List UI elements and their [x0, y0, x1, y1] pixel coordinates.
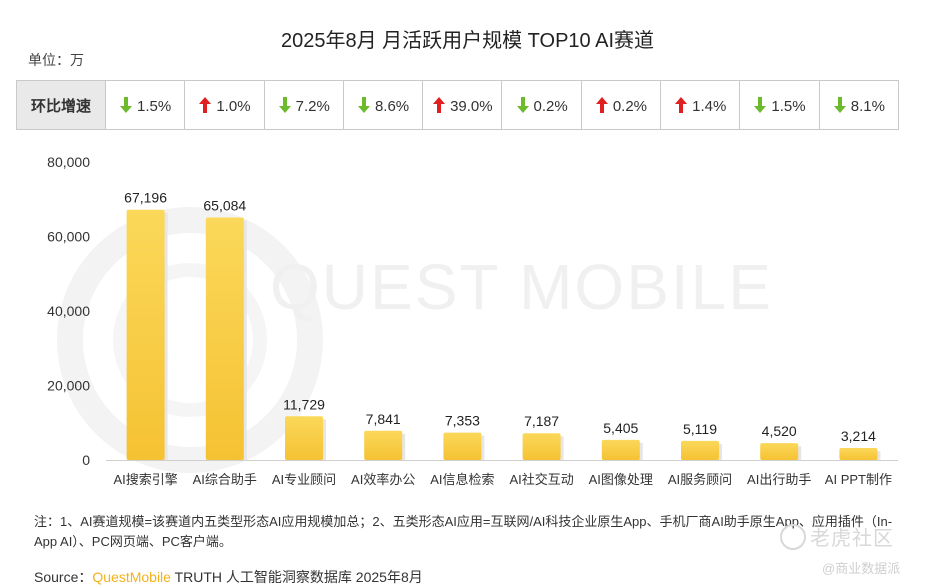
unit-label: 单位：万	[28, 52, 84, 68]
chart-title: 2025年8月 月活跃用户规模 TOP10 AI赛道	[280, 30, 655, 52]
footnote: 注：1、AI赛道规模=该赛道内五类型形态AI应用规模加总；2、五类形态AI应用=…	[34, 514, 893, 549]
growth-rate-cell: 1.4%	[660, 80, 741, 130]
source-prefix: Source：	[34, 569, 93, 585]
y-tick-label: 60,000	[47, 229, 90, 245]
bar	[443, 432, 482, 460]
growth-rate-value: 1.5%	[137, 97, 172, 115]
growth-rate-cell: 1.5%	[104, 80, 186, 130]
bar-value-label: 7,841	[366, 411, 401, 427]
growth-rate-cell: 1.5%	[739, 80, 820, 130]
community-logo-icon	[780, 524, 806, 550]
x-tick-label: AI信息检索	[430, 472, 494, 487]
growth-rate-cell: 0.2%	[580, 80, 662, 130]
x-tick-label: AI PPT制作	[825, 472, 892, 487]
y-axis: 0 20,000 40,000 60,000 80,000	[47, 154, 898, 468]
x-tick-label: AI专业顾问	[272, 472, 336, 487]
bar-value-label: 5,405	[603, 420, 638, 436]
growth-rate-value: 0.2%	[612, 97, 648, 115]
growth-rate-cell: 8.1%	[818, 80, 900, 130]
arrow-up-icon	[674, 96, 688, 114]
growth-rate-table: 环比增速 1.5% 1.0% 7.2% 8.6% 39.0% 0.2% 0.2% 1.4% 1.…	[16, 80, 900, 130]
bar-value-label: 4,520	[762, 423, 797, 439]
community-logo-text: 老虎社区	[810, 528, 894, 550]
x-axis-labels: AI搜索引擎 AI综合助手 AI专业顾问 AI效率办公 AI信息检索 AI社交互动 AI图像…	[113, 472, 892, 487]
growth-rate-cell: 1.0%	[184, 80, 265, 130]
arrow-down-icon	[753, 96, 767, 114]
bar	[205, 217, 244, 460]
arrow-up-icon	[198, 96, 212, 114]
bar-value-label: 11,729	[283, 396, 325, 412]
arrow-down-icon	[278, 96, 292, 114]
arrow-down-icon	[833, 96, 847, 114]
y-tick-label: 40,000	[47, 303, 90, 319]
bar	[126, 209, 165, 460]
source-line: Source：QuestMobile TRUTH 人工智能洞察数据库 2025年…	[34, 567, 423, 587]
x-tick-label: AI出行助手	[747, 472, 811, 487]
bar-value-label: 7,187	[524, 413, 559, 429]
arrow-down-icon	[357, 96, 371, 114]
bars-group	[126, 209, 881, 460]
growth-rate-value: 0.2%	[533, 97, 568, 115]
bar-value-label: 5,119	[683, 421, 717, 437]
bar-chart: 0 20,000 40,000 60,000 80,000 67,196 65,084 11…	[47, 154, 898, 487]
arrow-down-icon	[516, 96, 530, 114]
bar	[601, 439, 640, 460]
source-brand: QuestMobile	[92, 569, 171, 585]
growth-rate-value: 7.2%	[295, 97, 330, 115]
value-labels-group: 67,196 65,084 11,729 7,841 7,353 7,187 5,405 5,…	[124, 190, 876, 444]
growth-rate-value: 1.4%	[692, 97, 727, 115]
growth-rate-value: 1.5%	[771, 97, 806, 115]
growth-rate-header: 环比增速	[16, 80, 106, 130]
arrow-down-icon	[119, 96, 133, 114]
source-rest: TRUTH 人工智能洞察数据库 2025年8月	[170, 569, 423, 585]
growth-rate-value: 1.0%	[216, 97, 251, 115]
x-tick-label: AI社交互动	[509, 472, 573, 487]
bar	[364, 430, 403, 460]
growth-rate-value: 8.6%	[374, 97, 410, 115]
y-tick-label: 0	[82, 452, 90, 468]
bar	[760, 443, 799, 460]
growth-rate-value: 8.1%	[850, 97, 885, 115]
y-tick-label: 20,000	[47, 378, 90, 394]
arrow-up-icon	[432, 96, 446, 114]
bar	[681, 440, 719, 460]
bar-value-label: 7,353	[445, 413, 480, 429]
x-tick-label: AI搜索引擎	[113, 472, 177, 487]
growth-rate-cell: 39.0%	[422, 80, 503, 130]
x-tick-label: AI综合助手	[193, 472, 257, 487]
bar-value-label: 67,196	[124, 190, 167, 206]
arrow-up-icon	[595, 96, 609, 114]
community-logo-sub: @商业数据派	[822, 561, 901, 576]
bar	[839, 448, 878, 460]
growth-rate-cell: 7.2%	[263, 80, 344, 130]
y-tick-label: 80,000	[47, 154, 90, 170]
bar	[285, 416, 323, 460]
x-tick-label: AI效率办公	[351, 472, 415, 487]
growth-rate-value: 39.0%	[450, 97, 493, 115]
x-tick-label: AI图像处理	[589, 472, 653, 487]
bar-value-label: 65,084	[203, 198, 246, 214]
bar	[522, 433, 561, 460]
growth-rate-cell: 8.6%	[342, 80, 424, 130]
community-logo: 老虎社区	[780, 522, 894, 551]
growth-rate-row: 环比增速 1.5% 1.0% 7.2% 8.6% 39.0% 0.2% 0.2% 1.4% 1.…	[16, 80, 900, 130]
x-tick-label: AI服务顾问	[668, 472, 732, 487]
bar-value-label: 3,214	[841, 428, 876, 444]
growth-rate-cell: 0.2%	[501, 80, 582, 130]
